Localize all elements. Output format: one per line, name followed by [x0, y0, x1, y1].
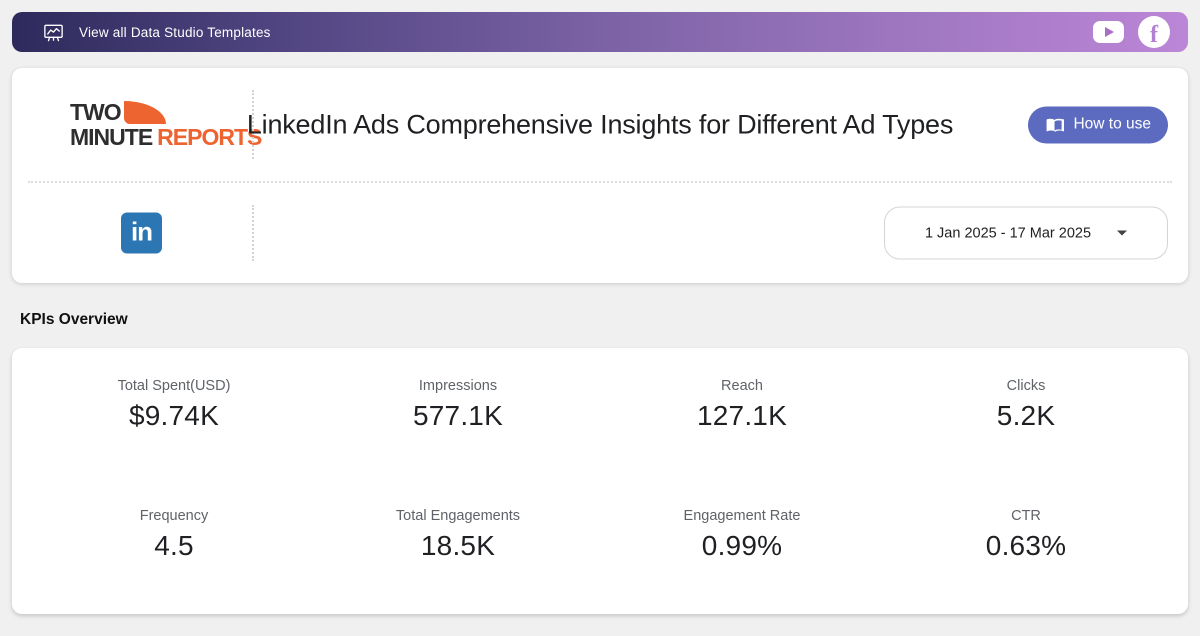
- kpi-label: CTR: [1011, 508, 1041, 524]
- kpi-label: Engagement Rate: [683, 508, 801, 524]
- kpi-ctr: CTR 0.63%: [884, 508, 1168, 620]
- date-range-label: 1 Jan 2025 - 17 Mar 2025: [924, 225, 1092, 241]
- header-bottom-row: in 1 Jan 2025 - 17 Mar 2025: [12, 183, 1188, 283]
- banner-social-icons: f: [1093, 12, 1170, 52]
- kpi-value: 4.5: [154, 530, 194, 561]
- kpi-total-engagements: Total Engagements 18.5K: [316, 508, 600, 620]
- vertical-divider: [252, 90, 254, 159]
- vertical-divider: [252, 205, 254, 261]
- kpi-label: Total Engagements: [395, 508, 521, 524]
- kpi-label: Reach: [721, 378, 763, 394]
- section-title-kpis-overview: KPIs Overview: [20, 311, 128, 328]
- linkedin-in-glyph: in: [130, 216, 153, 247]
- kpi-label: Frequency: [139, 508, 209, 524]
- linkedin-icon: in: [121, 212, 162, 254]
- kpi-label: Total Spent(USD): [117, 378, 231, 394]
- logo-word-minute: MINUTE: [70, 123, 153, 150]
- book-icon: [1045, 115, 1065, 134]
- kpi-frequency: Frequency 4.5: [32, 508, 316, 620]
- kpi-value: 577.1K: [413, 400, 503, 431]
- how-to-use-button[interactable]: How to use: [1028, 106, 1168, 143]
- horizontal-divider: [28, 181, 1172, 183]
- facebook-icon[interactable]: f: [1138, 16, 1170, 48]
- facebook-f-glyph: f: [1150, 22, 1158, 48]
- kpi-label: Clicks: [1006, 378, 1046, 394]
- kpi-label: Impressions: [418, 378, 498, 394]
- logo-word-two: TWO: [70, 98, 122, 125]
- kpi-engagement-rate: Engagement Rate 0.99%: [600, 508, 884, 620]
- report-title: LinkedIn Ads Comprehensive Insights for …: [246, 109, 954, 139]
- kpi-overview-card: Total Spent(USD) $9.74K Impressions 577.…: [12, 348, 1188, 614]
- presentation-chart-icon: [42, 21, 65, 44]
- how-to-use-label: How to use: [1073, 115, 1151, 133]
- header-top-row: TWO MINUTE REPORTS LinkedIn Ads Comprehe…: [12, 68, 1188, 181]
- kpi-value: $9.74K: [129, 400, 219, 431]
- kpi-value: 0.99%: [701, 530, 783, 561]
- kpi-reach: Reach 127.1K: [600, 378, 884, 490]
- date-range-selector[interactable]: 1 Jan 2025 - 17 Mar 2025: [884, 206, 1168, 260]
- templates-banner[interactable]: View all Data Studio Templates f: [12, 12, 1188, 52]
- banner-label: View all Data Studio Templates: [79, 24, 271, 40]
- kpi-value: 127.1K: [697, 400, 787, 431]
- kpi-value: 0.63%: [985, 530, 1067, 561]
- kpi-total-spent: Total Spent(USD) $9.74K: [32, 378, 316, 490]
- chevron-down-icon: [1117, 230, 1128, 236]
- kpi-impressions: Impressions 577.1K: [316, 378, 600, 490]
- youtube-icon[interactable]: [1093, 21, 1124, 43]
- kpi-value: 18.5K: [420, 530, 496, 561]
- report-header-card: TWO MINUTE REPORTS LinkedIn Ads Comprehe…: [12, 68, 1188, 283]
- kpi-clicks: Clicks 5.2K: [884, 378, 1168, 490]
- two-minute-reports-logo: TWO MINUTE REPORTS: [70, 98, 262, 150]
- kpi-value: 5.2K: [996, 400, 1056, 431]
- play-icon: [1105, 27, 1114, 37]
- logo-word-reports: REPORTS: [157, 123, 262, 150]
